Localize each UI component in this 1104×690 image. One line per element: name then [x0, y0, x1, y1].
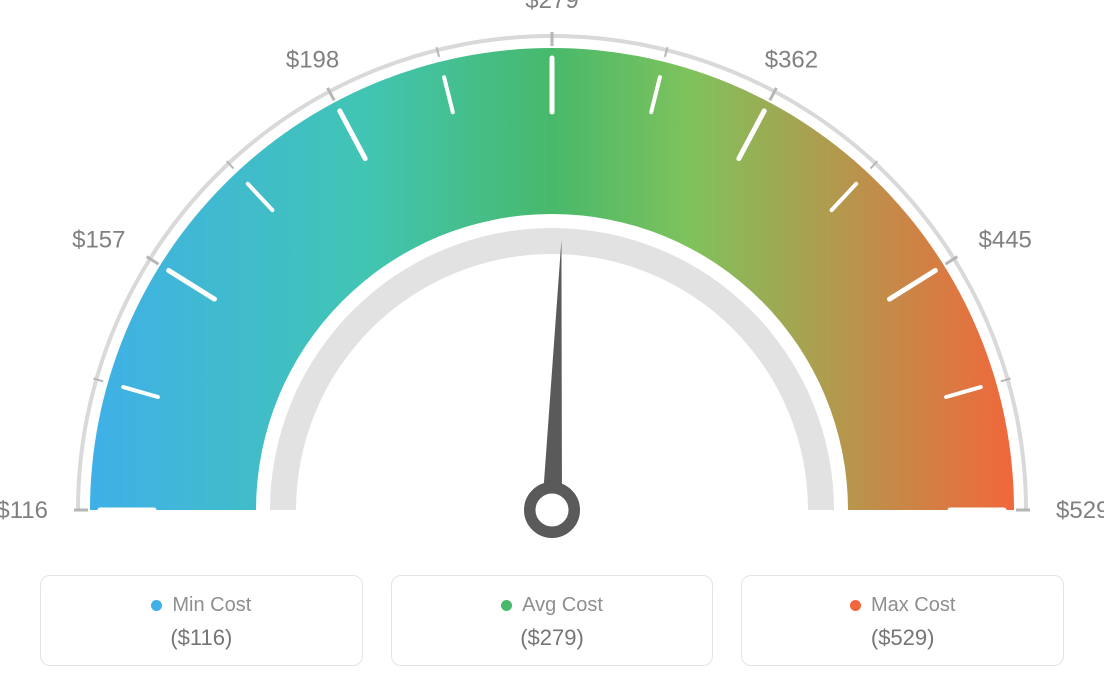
dot-icon	[850, 600, 861, 611]
legend-row: Min Cost ($116) Avg Cost ($279) Max Cost…	[40, 575, 1064, 666]
dot-icon	[151, 600, 162, 611]
legend-card-avg: Avg Cost ($279)	[391, 575, 714, 666]
scale-label: $116	[0, 497, 48, 524]
legend-title: Max Cost	[850, 594, 955, 617]
scale-label: $529	[1056, 497, 1104, 524]
legend-value: ($279)	[402, 625, 703, 651]
legend-label: Max Cost	[871, 594, 955, 617]
legend-value: ($116)	[51, 625, 352, 651]
gauge-area: $116 $157 $198 $279 $362 $445 $529	[0, 0, 1104, 560]
needle	[542, 240, 562, 510]
cost-gauge-chart: { "gauge": { "type": "gauge", "min_value…	[0, 0, 1104, 690]
dot-icon	[501, 600, 512, 611]
legend-label: Avg Cost	[522, 594, 603, 617]
scale-label: $445	[979, 227, 1032, 254]
legend-card-min: Min Cost ($116)	[40, 575, 363, 666]
gauge-svg: $116 $157 $198 $279 $362 $445 $529	[0, 0, 1104, 560]
legend-title: Min Cost	[151, 594, 251, 617]
legend-title: Avg Cost	[501, 594, 603, 617]
scale-label: $279	[525, 0, 578, 14]
scale-label: $362	[765, 47, 818, 74]
scale-label: $157	[72, 227, 125, 254]
legend-value: ($529)	[752, 625, 1053, 651]
legend-card-max: Max Cost ($529)	[741, 575, 1064, 666]
scale-label: $198	[286, 47, 339, 74]
legend-label: Min Cost	[172, 594, 251, 617]
